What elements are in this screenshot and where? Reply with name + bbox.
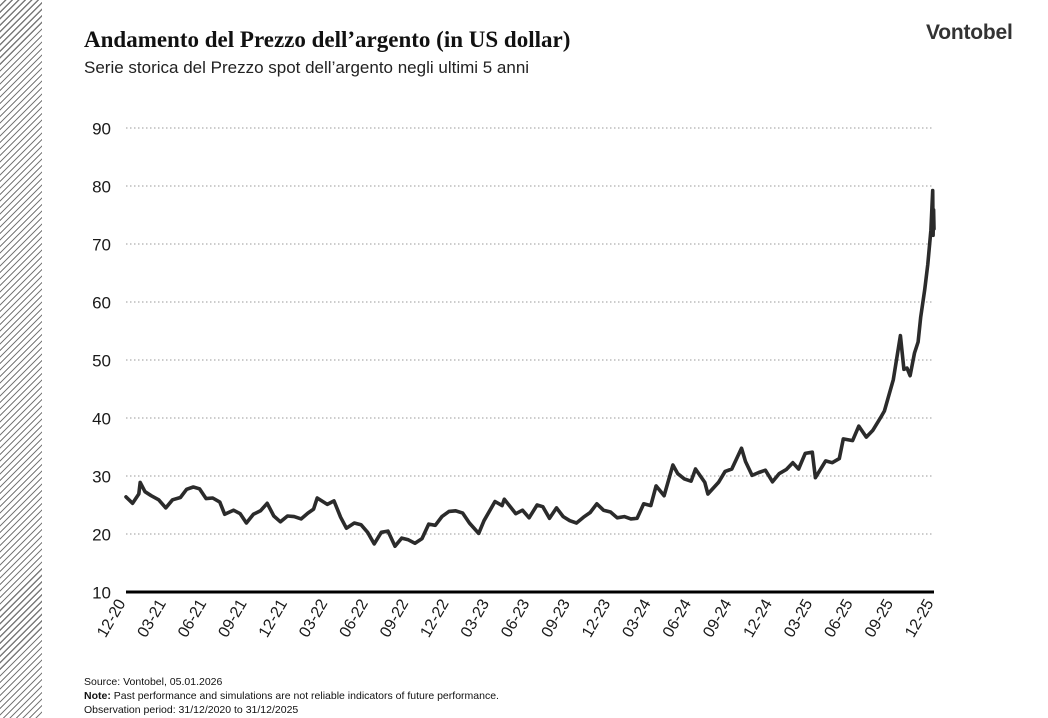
y-tick-label: 70	[92, 236, 111, 255]
x-tick-label: 09-22	[377, 596, 412, 640]
x-tick-label: 03-22	[296, 596, 331, 640]
note-line: Note: Past performance and simulations a…	[84, 689, 499, 703]
chart-title: Andamento del Prezzo dell’argento (in US…	[84, 27, 571, 52]
footer-notes: Source: Vontobel, 05.01.2026 Note: Past …	[84, 675, 499, 717]
x-tick-label: 09-21	[215, 596, 250, 640]
x-tick-label: 06-22	[337, 596, 372, 640]
y-tick-label: 40	[92, 410, 111, 429]
x-tick-label: 12-24	[741, 596, 776, 640]
y-tick-label: 30	[92, 468, 111, 487]
x-tick-label: 03-23	[458, 596, 493, 640]
observation-period: Observation period: 31/12/2020 to 31/12/…	[84, 704, 299, 716]
chart-subtitle: Serie storica del Prezzo spot dell’argen…	[84, 58, 530, 77]
x-tick-label: 12-23	[579, 596, 614, 640]
x-tick-label: 03-25	[781, 596, 816, 640]
x-axis-labels: 12-20 03-21 06-21 09-21 12-21 03-22 06-22 09-22…	[94, 596, 937, 640]
x-tick-label: 09-23	[539, 596, 574, 640]
x-tick-label: 06-21	[175, 596, 210, 640]
x-tick-label: 06-25	[821, 596, 856, 640]
y-axis-labels: 10 20 30 40 50 60 70 80 90	[92, 120, 111, 603]
y-tick-label: 60	[92, 294, 111, 313]
x-tick-label: 12-25	[902, 596, 937, 640]
series-line-0	[124, 188, 936, 548]
source-text: Source: Vontobel, 05.01.2026	[84, 676, 223, 688]
y-tick-label: 50	[92, 352, 111, 371]
x-tick-label: 06-24	[660, 596, 695, 640]
gridlines	[126, 127, 934, 535]
x-tick-label: 06-23	[498, 596, 533, 640]
x-tick-label: 03-21	[135, 596, 170, 640]
note-text: Past performance and simulations are not…	[110, 690, 499, 702]
y-tick-label: 80	[92, 178, 111, 197]
note-label: Note:	[84, 690, 111, 702]
vontobel-logo: Vontobel	[926, 21, 1013, 44]
y-tick-label: 10	[92, 584, 111, 603]
y-tick-label: 90	[92, 120, 111, 139]
x-tick-label: 12-22	[417, 596, 452, 640]
x-tick-label: 09-24	[700, 596, 735, 640]
series-layer	[124, 188, 936, 548]
x-tick-label: 03-24	[619, 596, 654, 640]
decorative-stripes	[0, 0, 42, 718]
x-tick-label: 09-25	[862, 596, 897, 640]
y-tick-label: 20	[92, 526, 111, 545]
x-tick-label: 12-20	[94, 596, 129, 640]
x-tick-label: 12-21	[256, 596, 291, 640]
